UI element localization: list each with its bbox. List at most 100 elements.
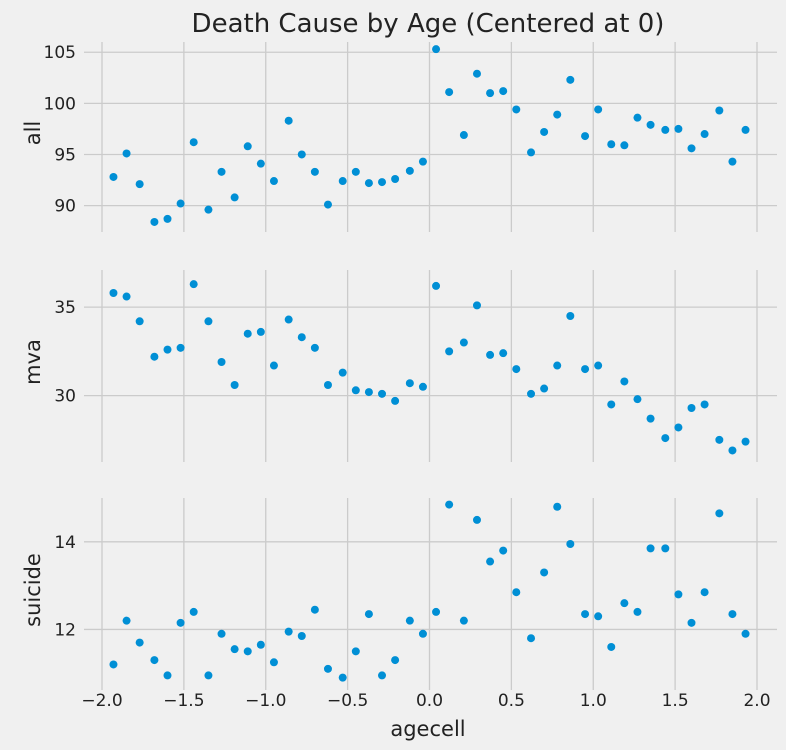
- data-point: [715, 106, 724, 115]
- data-point: [338, 673, 347, 682]
- data-point: [364, 610, 373, 619]
- data-point: [553, 110, 562, 119]
- data-point: [189, 280, 198, 289]
- data-point: [176, 343, 185, 352]
- data-point: [728, 610, 737, 619]
- data-point: [499, 349, 508, 358]
- chart-title: Death Cause by Age (Centered at 0): [192, 9, 665, 39]
- data-point: [204, 205, 213, 214]
- data-point: [323, 200, 332, 209]
- data-point: [445, 347, 454, 356]
- data-point: [297, 150, 306, 159]
- data-point: [204, 317, 213, 326]
- data-point: [540, 568, 549, 577]
- data-point: [243, 142, 252, 151]
- data-point: [176, 618, 185, 627]
- data-point: [405, 379, 414, 388]
- data-point: [472, 69, 481, 78]
- data-point: [391, 175, 400, 184]
- data-point: [418, 382, 427, 391]
- y-tick-label: 35: [54, 298, 76, 318]
- data-point: [204, 671, 213, 680]
- data-point: [135, 180, 144, 189]
- data-point: [581, 365, 590, 374]
- data-point: [607, 642, 616, 651]
- data-point: [189, 607, 198, 616]
- x-tick-label: −1.0: [245, 691, 286, 711]
- data-point: [323, 664, 332, 673]
- data-point: [512, 105, 521, 114]
- x-tick-label: 1.0: [580, 691, 607, 711]
- data-point: [243, 329, 252, 338]
- y-tick-label: 100: [44, 94, 76, 114]
- x-tick-label: 0.0: [416, 691, 443, 711]
- data-point: [364, 388, 373, 397]
- panel-mva: 30 35 mva: [21, 270, 777, 462]
- data-point: [633, 607, 642, 616]
- data-point: [700, 130, 709, 139]
- data-point: [540, 384, 549, 393]
- data-point: [378, 671, 387, 680]
- data-point: [581, 132, 590, 141]
- data-point: [176, 199, 185, 208]
- data-point: [405, 166, 414, 175]
- x-tick-label: 2.0: [743, 691, 770, 711]
- data-point: [284, 627, 293, 636]
- data-point: [715, 435, 724, 444]
- data-point: [566, 540, 575, 548]
- x-tick-label: 1.5: [662, 691, 689, 711]
- data-point: [269, 177, 278, 186]
- data-point: [338, 177, 347, 186]
- data-point: [256, 159, 265, 168]
- y-axis-title: all: [21, 121, 45, 146]
- data-point: [256, 327, 265, 336]
- data-point: [661, 544, 670, 553]
- data-point: [150, 656, 159, 665]
- data-point: [594, 361, 603, 370]
- data-point: [607, 140, 616, 149]
- x-tick-label: 0.5: [498, 691, 525, 711]
- data-point: [432, 607, 441, 616]
- data-point: [527, 148, 536, 157]
- data-point: [661, 434, 670, 443]
- data-point: [323, 381, 332, 389]
- data-point: [310, 167, 319, 176]
- data-point: [284, 116, 293, 125]
- y-tick-label: 12: [54, 620, 76, 640]
- data-point: [297, 632, 306, 640]
- data-point: [189, 138, 198, 147]
- data-point: [700, 588, 709, 597]
- data-point: [620, 599, 629, 608]
- panels: 90 95 100 105 all 30 35 mva 12 14 suicide: [21, 42, 777, 690]
- data-point: [674, 590, 683, 599]
- data-point: [594, 105, 603, 114]
- data-point: [418, 157, 427, 166]
- y-tick-label: 14: [54, 533, 76, 553]
- data-point: [499, 87, 508, 96]
- data-point: [150, 217, 159, 226]
- data-point: [459, 338, 468, 347]
- x-tick-label: −1.5: [163, 691, 204, 711]
- data-point: [378, 389, 387, 398]
- data-point: [391, 656, 400, 665]
- data-point: [135, 317, 144, 326]
- data-point: [351, 647, 360, 656]
- data-point: [715, 509, 724, 518]
- data-point: [646, 120, 655, 129]
- data-point: [674, 124, 683, 133]
- data-point: [674, 423, 683, 432]
- data-point: [459, 616, 468, 625]
- data-point: [445, 500, 454, 509]
- data-point: [445, 88, 454, 97]
- data-point: [594, 612, 603, 621]
- data-point: [163, 345, 172, 354]
- data-point: [512, 588, 521, 597]
- y-tick-label: 95: [54, 145, 76, 165]
- data-point: [284, 315, 293, 324]
- panel-suicide: 12 14 suicide: [21, 498, 777, 690]
- data-point: [269, 361, 278, 370]
- data-point: [122, 616, 131, 625]
- x-tick-label: −0.5: [327, 691, 368, 711]
- data-point: [405, 616, 414, 625]
